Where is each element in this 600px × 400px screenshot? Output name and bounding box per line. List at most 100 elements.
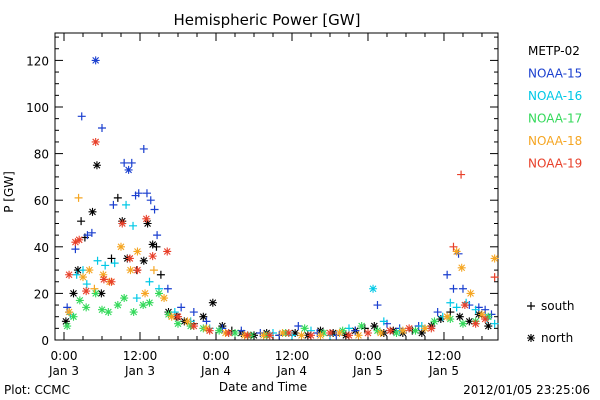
- plot-frame: [54, 32, 499, 341]
- x-tick-time-label: 12:00: [123, 349, 158, 363]
- data-point-north: [71, 238, 80, 247]
- data-point-north: [97, 305, 106, 314]
- data-point-north: [85, 266, 94, 275]
- data-point-north: [126, 266, 135, 275]
- data-point-north: [65, 270, 74, 279]
- data-point-north: [99, 270, 108, 279]
- data-point-north: [107, 277, 116, 286]
- data-point-north: [199, 312, 208, 321]
- x-tick-date-label: Jan 5: [352, 364, 383, 378]
- data-point-north: [160, 294, 169, 303]
- data-point-north: [243, 331, 252, 340]
- data-point-north: [284, 329, 293, 338]
- data-point-north: [316, 331, 325, 340]
- data-point-north: [481, 315, 490, 324]
- data-point-south: [446, 298, 455, 307]
- data-point-north: [99, 275, 108, 284]
- data-point-north: [92, 161, 101, 170]
- data-point-north: [205, 326, 214, 335]
- data-point-north: [143, 219, 152, 228]
- marker-legend: south north: [527, 299, 575, 345]
- data-point-north: [363, 329, 372, 338]
- data-point-north: [417, 329, 426, 338]
- data-point-north: [116, 242, 125, 251]
- data-point-north: [189, 322, 198, 331]
- data-point-north: [173, 312, 182, 321]
- x-tick-date-label: Jan 4: [200, 364, 231, 378]
- data-point-north: [124, 165, 133, 174]
- data-point-north: [443, 312, 452, 321]
- data-point-north: [208, 298, 217, 307]
- data-point-south: [77, 112, 86, 121]
- y-tick-label: 80: [34, 148, 49, 162]
- data-point-south: [71, 245, 80, 254]
- data-point-north: [164, 310, 173, 319]
- data-point-south: [82, 280, 91, 289]
- data-point-south: [433, 308, 442, 317]
- data-point-north: [91, 137, 100, 146]
- data-point-north: [457, 263, 466, 272]
- data-point-north: [306, 331, 315, 340]
- legend-entry: NOAA-17: [528, 112, 582, 126]
- data-point-north: [490, 254, 499, 263]
- legend-entry: NOAA-16: [528, 89, 582, 103]
- data-point-south: [97, 123, 106, 132]
- data-point-north: [398, 326, 407, 335]
- data-point-north: [300, 324, 309, 333]
- x-tick-time-label: 0:00: [203, 349, 230, 363]
- data-point-north: [316, 326, 325, 335]
- data-point-south: [481, 305, 490, 314]
- data-point-north: [173, 319, 182, 328]
- data-point-south: [163, 284, 172, 293]
- data-point-south: [74, 193, 83, 202]
- data-point-south: [142, 189, 151, 198]
- data-point-north: [82, 303, 91, 312]
- data-point-north: [142, 214, 151, 223]
- data-point-north: [446, 315, 455, 324]
- marker-legend-label: north: [541, 331, 573, 345]
- y-tick-label: 20: [34, 287, 49, 301]
- data-point-south: [101, 261, 110, 270]
- plot-timestamp: 2012/01/05 23:25:06: [463, 383, 590, 397]
- series-noaa-18: [65, 193, 499, 340]
- data-point-north: [69, 312, 78, 321]
- y-tick-label: 60: [34, 194, 49, 208]
- data-point-north: [91, 289, 100, 298]
- data-point-south: [132, 294, 141, 303]
- data-point-north: [104, 308, 113, 317]
- data-point-north: [259, 331, 268, 340]
- data-point-north: [113, 301, 122, 310]
- data-point-south: [149, 266, 158, 275]
- data-point-south: [443, 270, 452, 279]
- series-noaa-17: [63, 289, 493, 340]
- data-point-south: [379, 317, 388, 326]
- plot-credit: Plot: CCMC: [4, 383, 70, 397]
- data-point-north: [452, 247, 461, 256]
- data-point-north: [88, 207, 97, 216]
- data-point-south: [150, 205, 159, 214]
- x-tick-time-label: 0:00: [51, 349, 78, 363]
- data-point-north: [420, 324, 429, 333]
- data-point-south: [87, 228, 96, 237]
- data-point-south: [146, 196, 155, 205]
- data-point-north: [392, 329, 401, 338]
- data-point-north: [427, 324, 436, 333]
- data-point-south: [129, 221, 138, 230]
- x-tick-time-label: 12:00: [427, 349, 462, 363]
- data-point-north: [319, 329, 328, 338]
- data-point-north: [154, 289, 163, 298]
- y-axis: 0 20 40 60 80 100 120: [26, 36, 498, 348]
- data-point-north: [265, 331, 274, 340]
- data-point-north: [335, 329, 344, 338]
- data-point-north: [202, 324, 211, 333]
- data-points: [61, 56, 499, 340]
- data-point-south: [373, 301, 382, 310]
- y-tick-label: 120: [26, 54, 49, 68]
- data-point-south: [107, 254, 116, 263]
- data-point-north: [370, 322, 379, 331]
- data-point-north: [458, 319, 467, 328]
- data-point-south: [490, 319, 499, 328]
- data-point-south: [457, 170, 466, 179]
- data-point-north: [141, 289, 150, 298]
